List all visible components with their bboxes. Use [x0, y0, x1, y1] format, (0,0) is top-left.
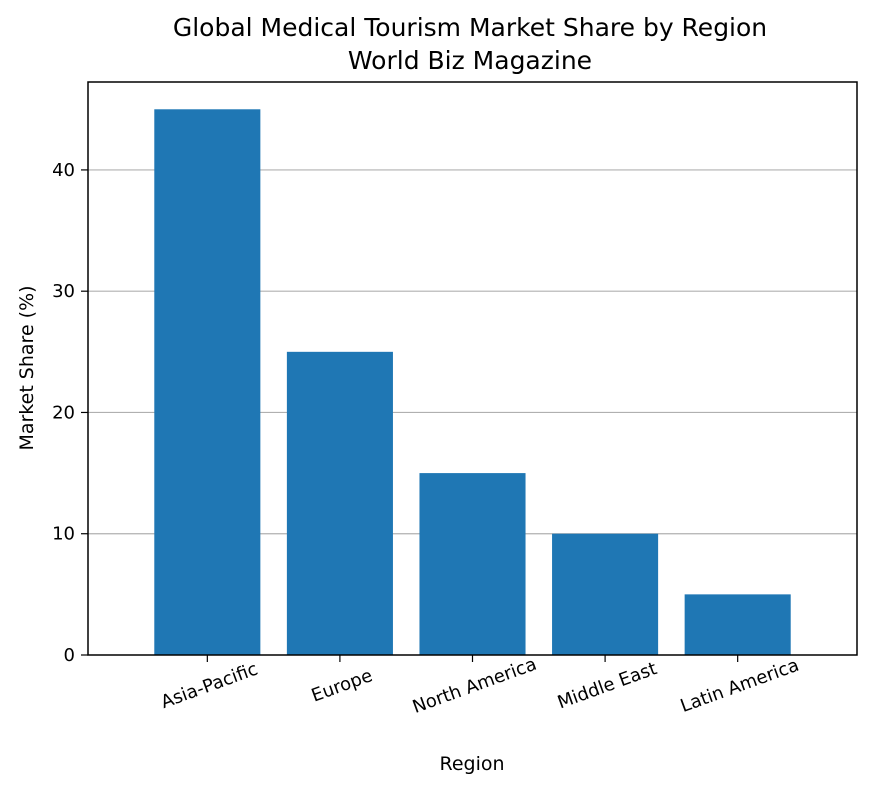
y-tick-label: 0 [64, 645, 75, 666]
y-tick-label: 30 [52, 281, 75, 302]
x-tick-label: Asia-Pacific [158, 659, 261, 713]
y-tick-label: 40 [52, 160, 75, 181]
bar-middle-east [552, 533, 659, 655]
chart-title: Global Medical Tourism Market Share by R… [173, 13, 767, 42]
x-axis-label: Region [439, 753, 504, 775]
x-tick-label: Europe [309, 665, 376, 706]
plot-area-frame [87, 81, 858, 656]
bar-north-america [419, 473, 526, 655]
bars [154, 109, 791, 656]
bar-asia-pacific [154, 109, 261, 656]
x-axis-ticks: Asia-Pacific Europe North America Middle Ea… [158, 654, 802, 718]
x-tick-label: Latin America [678, 655, 802, 717]
y-tick-label: 10 [52, 524, 75, 545]
y-axis-label: Market Share (%) [16, 285, 38, 450]
y-axis-ticks: 0 10 20 30 40 [52, 160, 88, 666]
y-tick-label: 20 [52, 402, 75, 423]
bar-latin-america [684, 594, 791, 655]
bar-europe [286, 351, 393, 655]
chart-subtitle: World Biz Magazine [348, 46, 592, 75]
x-tick-label: North America [410, 654, 540, 718]
x-tick-label: Middle East [555, 658, 660, 713]
